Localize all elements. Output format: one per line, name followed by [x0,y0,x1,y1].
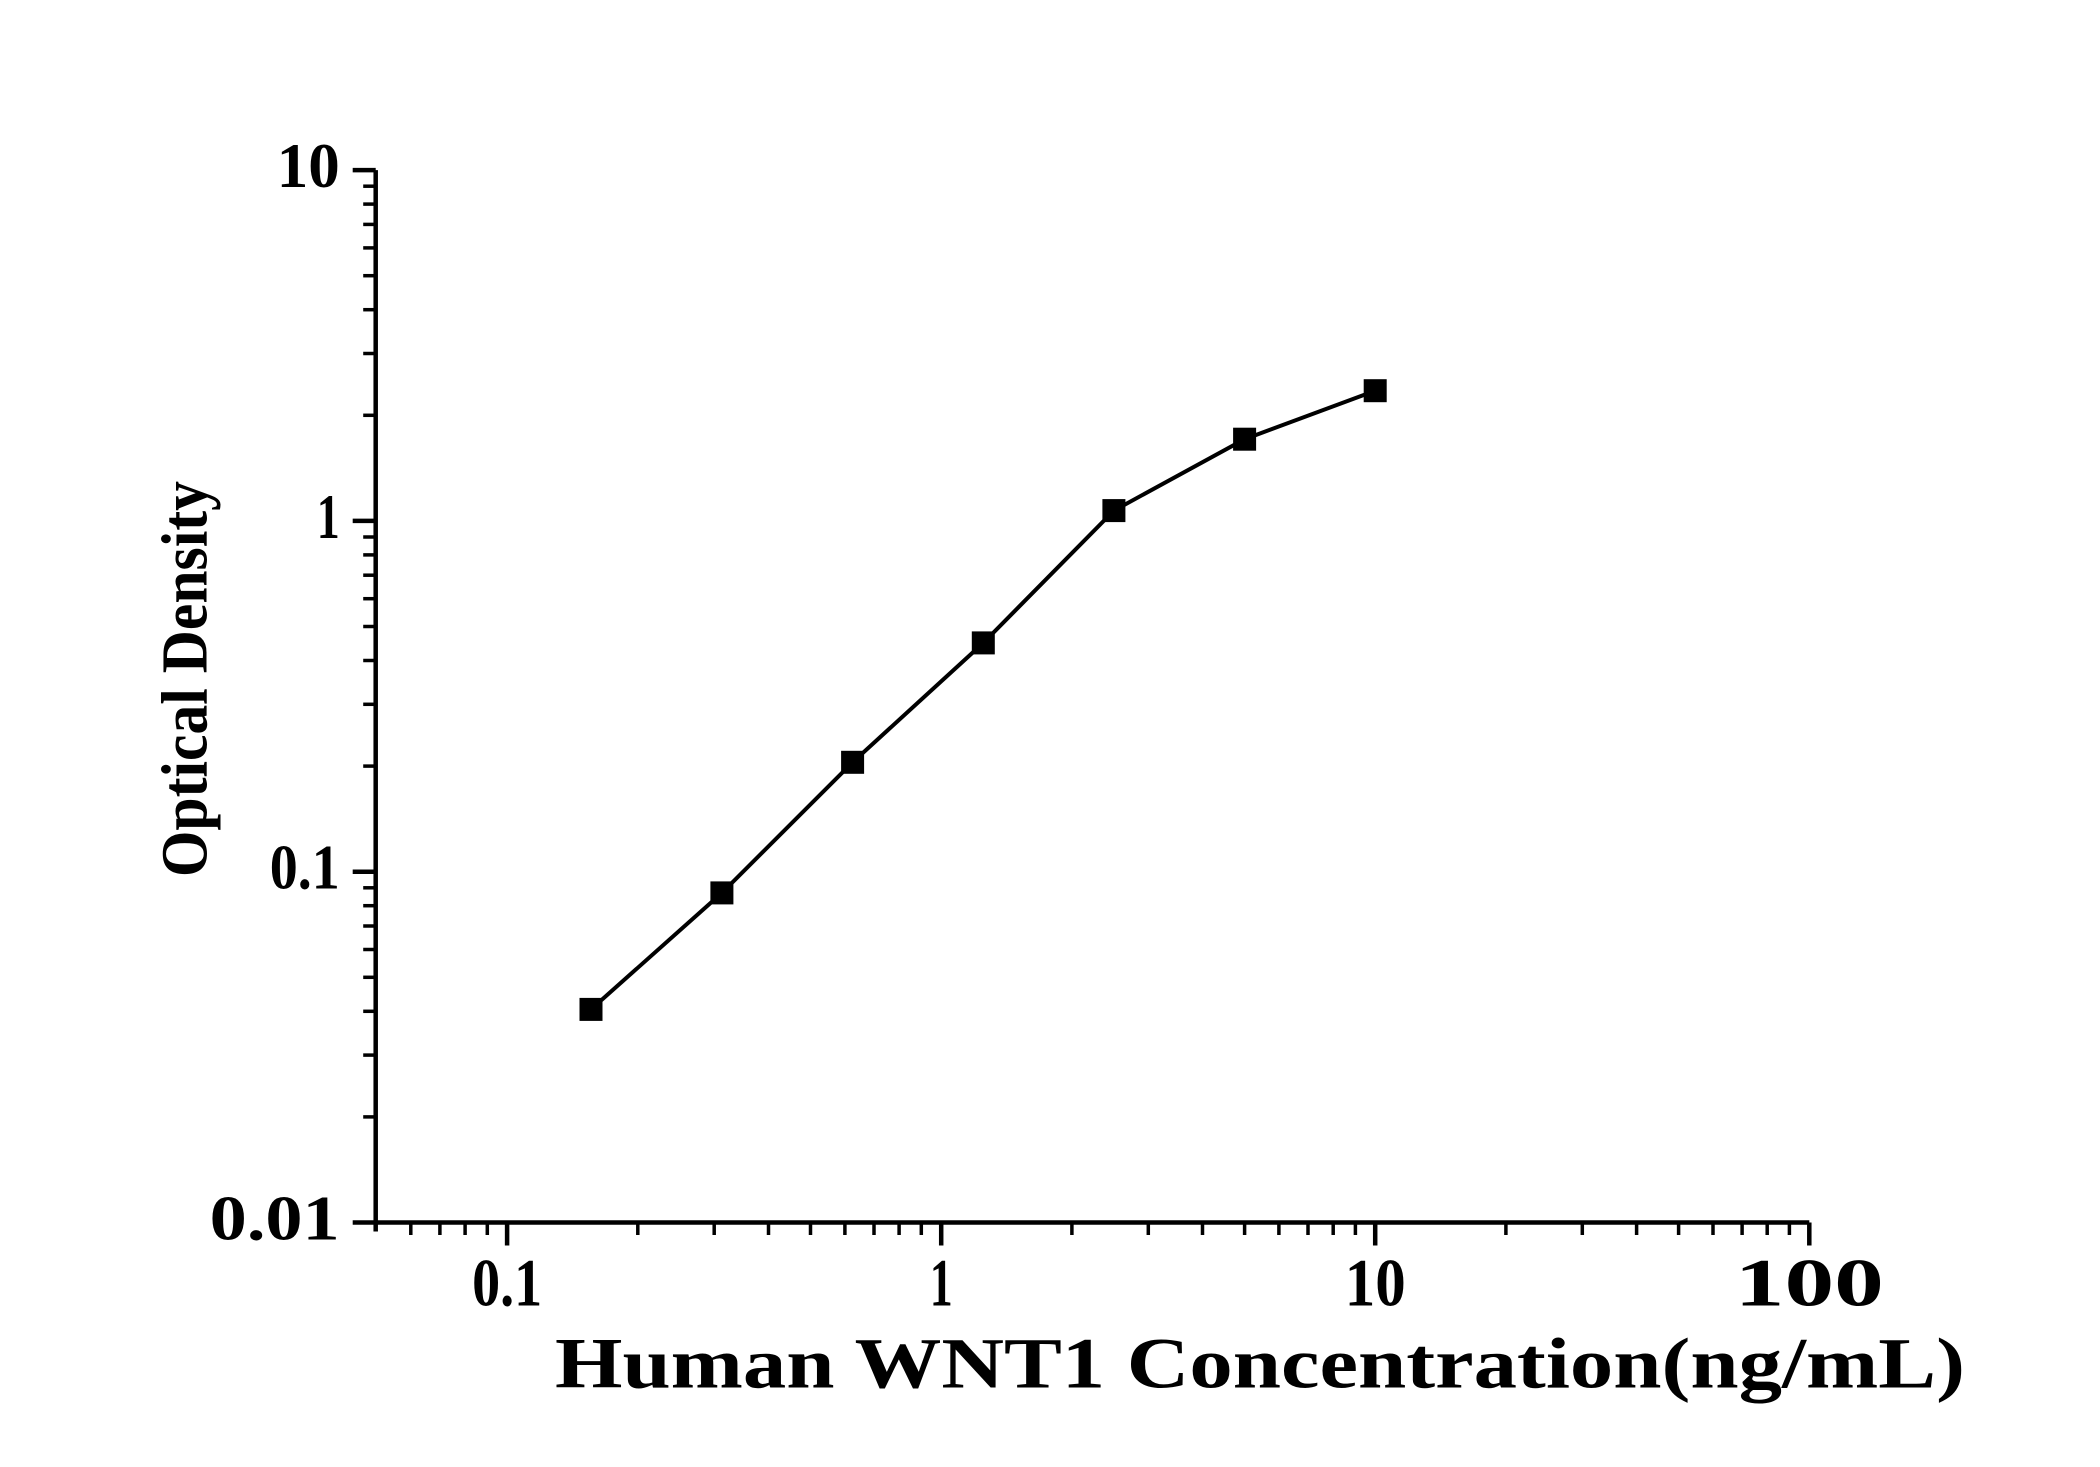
svg-text:Human WNT1 Concentration(ng/m: Human WNT1 Concentration(ng/mL) [555,1324,1965,1404]
svg-text:0.1: 0.1 [270,832,340,903]
svg-text:10: 10 [277,130,340,201]
svg-text:0.1: 0.1 [472,1245,542,1321]
svg-text:100: 100 [1735,1245,1884,1321]
svg-text:0.01: 0.01 [210,1183,340,1254]
svg-text:1: 1 [317,481,340,552]
svg-text:10: 10 [1345,1245,1406,1321]
svg-text:Optical Density: Optical Density [149,481,222,877]
svg-text:1: 1 [930,1245,953,1321]
